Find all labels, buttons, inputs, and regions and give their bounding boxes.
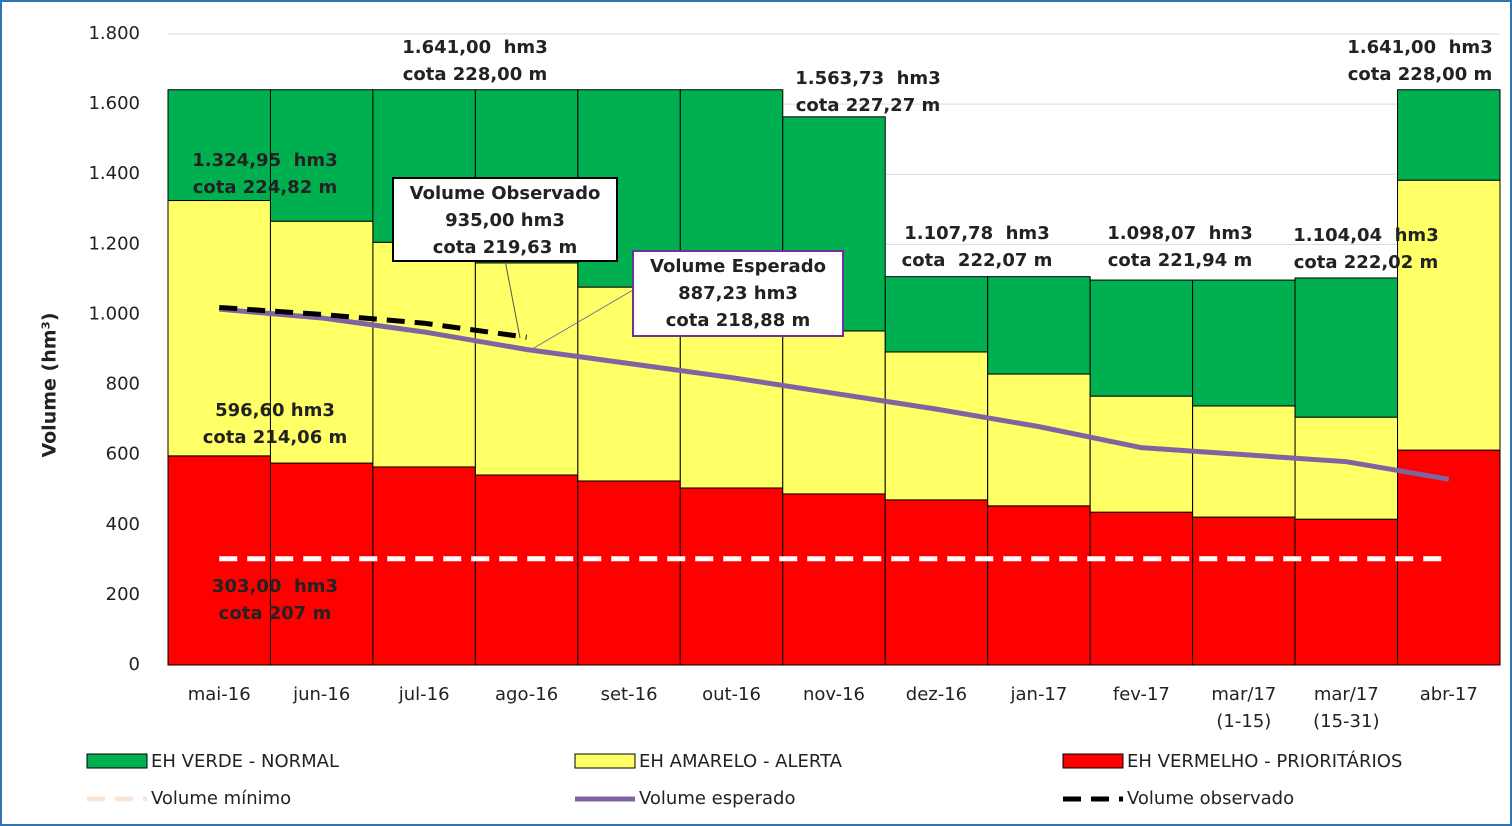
x-tick-label: ago-16 (495, 684, 558, 705)
y-tick-label: 1.800 (88, 23, 140, 44)
x-tick-label: jun-16 (292, 684, 350, 705)
y-tick-label: 1.600 (88, 93, 140, 114)
x-tick-label: mar/17 (1314, 684, 1379, 705)
annotation: 596,60 hm3 (215, 400, 335, 421)
callout-text: cota 219,63 m (433, 237, 578, 258)
bar-segment (987, 505, 1091, 666)
bar-segment (269, 220, 374, 464)
callout-text: 935,00 hm3 (445, 210, 565, 231)
bar-segment (884, 351, 989, 501)
annotation: 1.641,00 hm3 (402, 37, 547, 58)
annotation: cota 227,27 m (796, 95, 941, 116)
bar-segment (372, 466, 476, 666)
bar-segment (884, 499, 989, 666)
bar-segment (1397, 449, 1501, 666)
x-tick-label: jan-17 (1010, 684, 1068, 705)
callout-text: Volume Esperado (650, 256, 826, 277)
bar-segment (1089, 279, 1194, 397)
annotation: cota 228,00 m (403, 64, 548, 85)
y-tick-label: 600 (106, 444, 140, 465)
bar-segment (1397, 89, 1501, 181)
x-tick-label: jul-16 (398, 684, 450, 705)
callout-pointer (526, 289, 634, 353)
bar-segment (987, 276, 1091, 375)
x-tick-label: nov-16 (803, 684, 865, 705)
annotation: cota 222,02 m (1294, 252, 1439, 273)
bar-segment (987, 373, 1091, 507)
y-tick-label: 1.200 (88, 233, 140, 254)
bar-segment (1192, 279, 1296, 407)
line-series (219, 306, 1450, 482)
annotation: cota 221,94 m (1108, 250, 1253, 271)
callout-text: Volume Observado (410, 183, 601, 204)
y-tick-label: 800 (106, 374, 140, 395)
x-tick-label: out-16 (702, 684, 761, 705)
bar-segment (679, 487, 784, 666)
annotation: 1.641,00 hm3 (1347, 37, 1492, 58)
legend-label: Volume mínimo (151, 788, 291, 809)
bar-segment (1397, 179, 1501, 451)
bar-segment (1192, 516, 1296, 666)
bar-segment (1089, 511, 1194, 666)
y-tick-label: 400 (106, 514, 140, 535)
callout-text: 887,23 hm3 (678, 283, 798, 304)
bar-segment (782, 330, 886, 495)
annotation: cota 228,00 m (1348, 64, 1493, 85)
legend-label: EH VERDE - NORMAL (151, 751, 339, 772)
x-tick-label: mai-16 (188, 684, 251, 705)
callout-box (392, 177, 618, 262)
y-tick-label: 1.400 (88, 163, 140, 184)
annotation: 303,00 hm3 (212, 576, 338, 597)
legend-swatch (574, 753, 636, 769)
annotation: 1.563,73 hm3 (795, 68, 940, 89)
x-tick-label: abr-17 (1420, 684, 1478, 705)
y-tick-label: 0 (129, 654, 140, 675)
bar-segment (269, 89, 374, 222)
bar-segment (167, 200, 271, 457)
bar-segment (1089, 395, 1194, 513)
bar-segment (679, 310, 784, 489)
x-tick-label: fev-17 (1113, 684, 1170, 705)
bar-segment (577, 480, 681, 666)
y-tick-label: 200 (106, 584, 140, 605)
y-axis-label: Volume (hm³) (39, 312, 61, 457)
bar-segment (167, 89, 271, 202)
callout-pointer (504, 259, 521, 339)
bar-segment (372, 241, 476, 468)
legend-swatch (86, 753, 148, 769)
callout-box (632, 250, 844, 337)
line-series (219, 304, 527, 340)
bar-segment (1294, 277, 1399, 418)
bar-segment (1192, 405, 1296, 518)
callout-text: cota 218,88 m (666, 310, 811, 331)
bar-segment (884, 276, 989, 353)
annotation: 1.104,04 hm3 (1293, 225, 1438, 246)
bar-segment (474, 262, 579, 476)
bar-segment (782, 493, 886, 666)
annotation: cota 207 m (219, 603, 332, 624)
annotation: 1.098,07 hm3 (1107, 223, 1252, 244)
legend-label: EH VERMELHO - PRIORITÁRIOS (1127, 750, 1402, 772)
bar-segment (474, 474, 579, 666)
x-tick-label: (15-31) (1313, 711, 1379, 732)
x-tick-label: dez-16 (906, 684, 967, 705)
x-tick-label: (1-15) (1216, 711, 1271, 732)
annotation: cota 222,07 m (902, 250, 1053, 271)
legend-label: Volume observado (1127, 788, 1294, 809)
legend-label: EH AMARELO - ALERTA (639, 751, 843, 772)
x-tick-label: mar/17 (1211, 684, 1276, 705)
annotation: 1.324,95 hm3 (192, 150, 337, 171)
legend-label: Volume esperado (639, 788, 796, 809)
y-tick-label: 1.000 (88, 303, 140, 324)
bar-segment (1294, 518, 1399, 666)
x-tick-label: set-16 (601, 684, 658, 705)
annotation: cota 224,82 m (193, 177, 338, 198)
annotation: cota 214,06 m (203, 427, 348, 448)
legend-swatch (1062, 753, 1124, 769)
bar-segment (269, 462, 374, 666)
annotation: 1.107,78 hm3 (904, 223, 1049, 244)
